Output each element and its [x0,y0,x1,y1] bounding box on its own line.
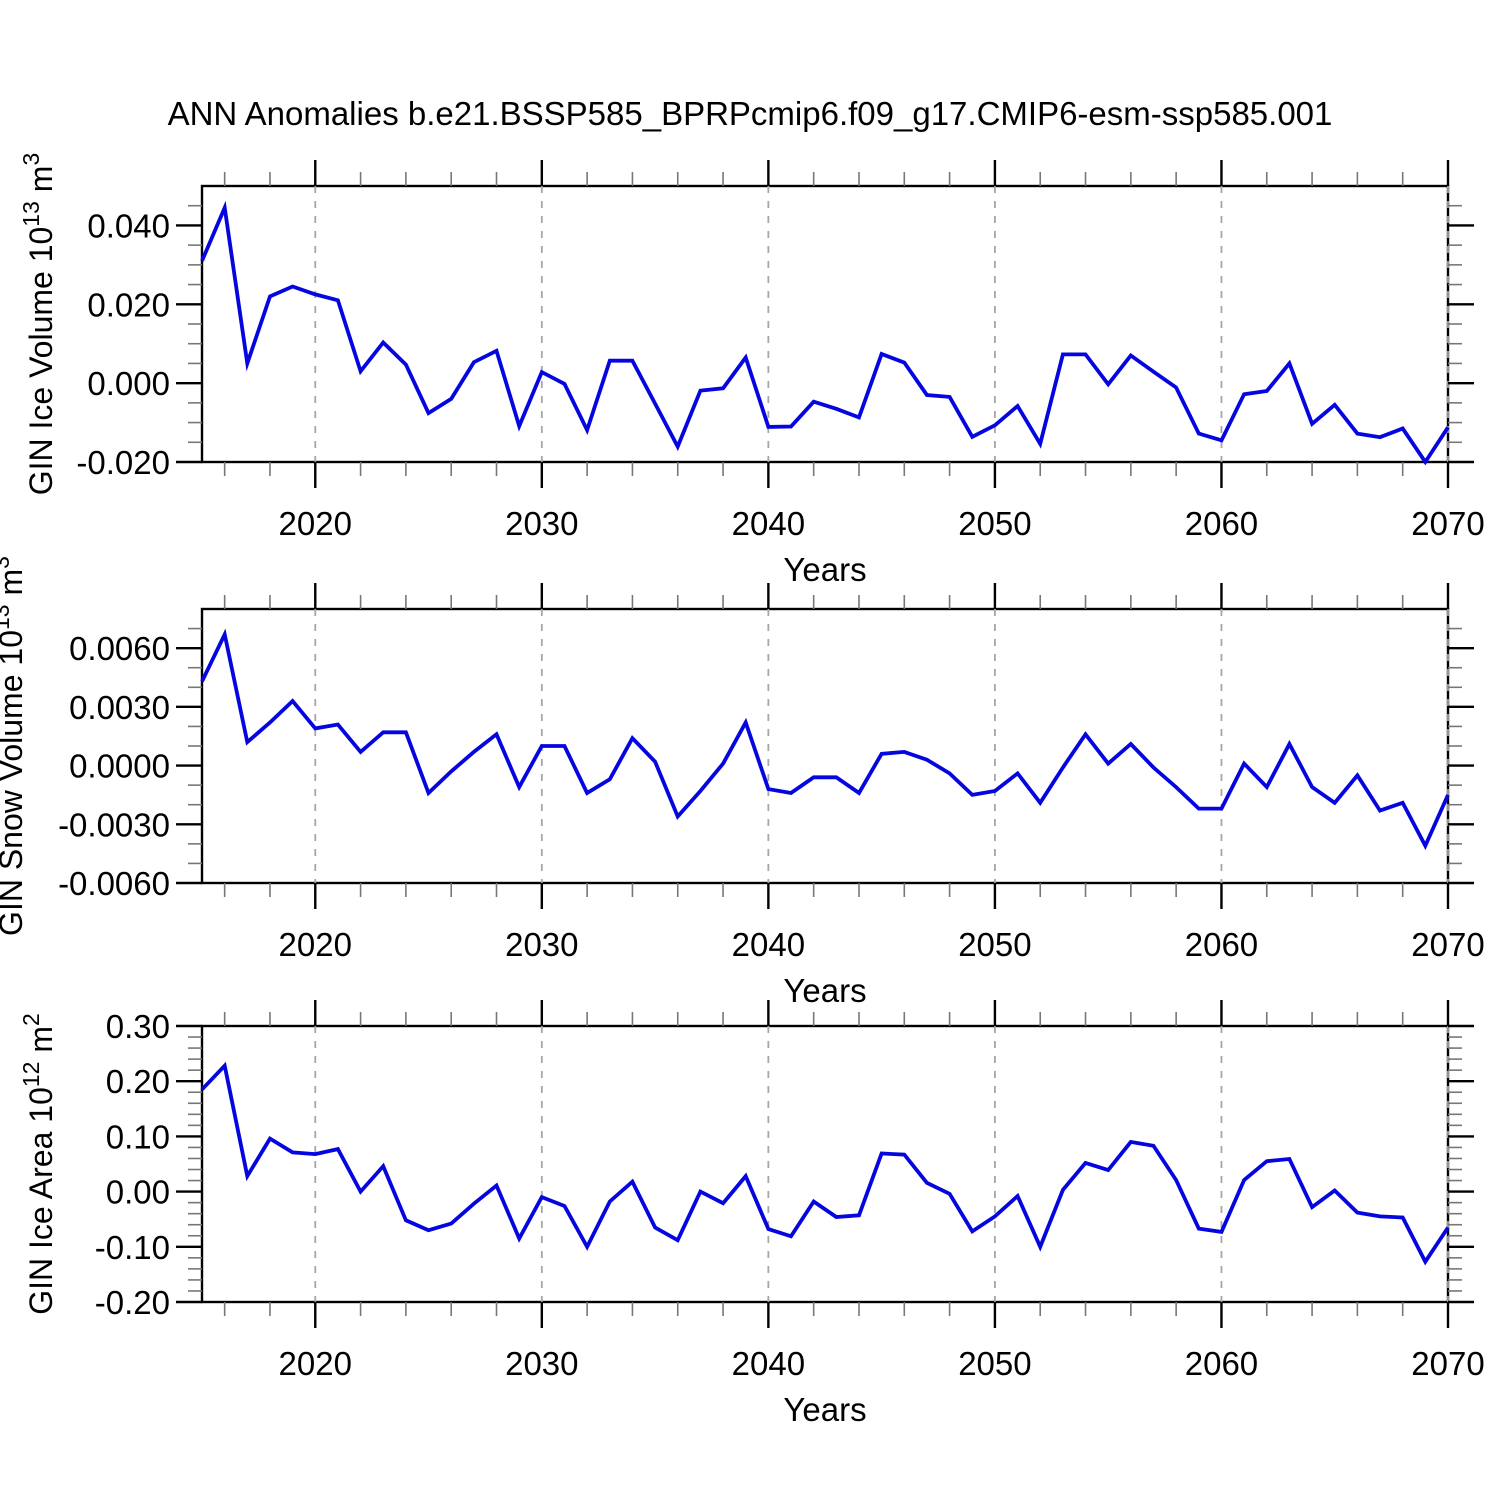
x-tick-label-2040: 2040 [732,926,805,963]
plot-panel-1: 2020 2030 2040 2050 2060 2070 0.040 0.020 0.000 -… [18,153,1485,588]
x-axis-title: Years [783,551,866,588]
y-tick-label: 0.0000 [69,748,170,785]
x-tick-label-2060: 2060 [1185,1345,1258,1382]
x-tick-label-2040: 2040 [732,505,805,542]
x-axis-title: Years [783,972,866,1009]
x-tick-label-2060: 2060 [1185,926,1258,963]
minor-ticks [188,1012,1462,1316]
minor-ticks [188,172,1462,476]
x-tick-label-2020: 2020 [279,926,352,963]
y-tick-label: -0.20 [95,1284,170,1321]
y-tick-label: 0.10 [106,1118,170,1155]
gridlines [314,609,1449,883]
minor-ticks [188,595,1462,897]
x-tick-label-2070: 2070 [1411,1345,1484,1382]
y-tick-label: -0.0060 [58,865,170,902]
series-line-gin-ice-area [200,1061,1450,1266]
x-axis-title: Years [783,1391,866,1428]
figure-title: ANN Anomalies b.e21.BSSP585_BPRPcmip6.f0… [168,95,1333,132]
y-tick-label: 0.0030 [69,689,170,726]
y-axis-title: GIN Snow Volume 1013 m3 [0,556,29,936]
plot-panel-3: 2020 2030 2040 2050 2060 2070 0.30 0.20 0.10 0.00… [18,1000,1485,1428]
y-tick-label: 0.20 [106,1063,170,1100]
y-tick-label: 0.00 [106,1174,170,1211]
x-tick-label-2050: 2050 [958,505,1031,542]
x-tick-label-2070: 2070 [1411,926,1484,963]
x-tick-label-2070: 2070 [1411,505,1484,542]
plot-panel-2: 2020 2030 2040 2050 2060 2070 0.0060 0.0030 0.00… [0,556,1485,1009]
major-ticks [176,1000,1474,1328]
major-ticks [176,583,1474,909]
y-axis-title: GIN Ice Volume 1013 m3 [18,153,59,496]
y-tick-label: -0.0030 [58,806,170,843]
gridlines [314,186,1449,462]
major-ticks [176,160,1474,488]
x-tick-label-2030: 2030 [505,505,578,542]
gridlines [314,1026,1449,1302]
x-tick-label-2030: 2030 [505,1345,578,1382]
y-tick-label: 0.040 [87,207,170,244]
series-line-gin-ice-volume [200,200,1450,466]
x-tick-label-2050: 2050 [958,1345,1031,1382]
x-tick-label-2050: 2050 [958,926,1031,963]
y-axis-title: GIN Ice Area 1012 m2 [18,1013,59,1315]
series-line-gin-snow-volume [200,628,1450,851]
x-tick-label-2030: 2030 [505,926,578,963]
y-tick-label: -0.020 [76,444,170,481]
plots-container: 2020 2030 2040 2050 2060 2070 0.040 0.020 0.000 -… [0,153,1485,1428]
y-tick-label: 0.020 [87,286,170,323]
y-tick-label: 0.000 [87,365,170,402]
y-tick-label: 0.30 [106,1008,170,1045]
y-tick-label: 0.0060 [69,630,170,667]
x-tick-label-2060: 2060 [1185,505,1258,542]
x-tick-label-2040: 2040 [732,1345,805,1382]
y-tick-label: -0.10 [95,1229,170,1266]
x-tick-label-2020: 2020 [279,505,352,542]
x-tick-label-2020: 2020 [279,1345,352,1382]
